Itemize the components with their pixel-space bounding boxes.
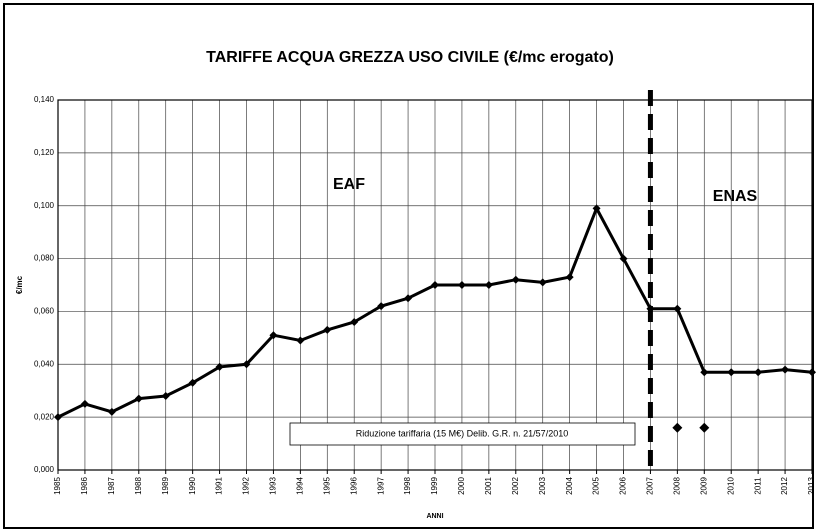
x-tick-label: 1987: [107, 477, 116, 495]
data-point: [404, 294, 413, 303]
frame: [3, 3, 814, 529]
data-point: [699, 422, 710, 433]
data-point: [754, 368, 763, 377]
x-tick-label: 1997: [376, 477, 385, 495]
data-point: [80, 399, 89, 408]
data-point: [673, 304, 682, 313]
chart-title: TARIFFE ACQUA GREZZA USO CIVILE (€/mc er…: [206, 49, 614, 66]
data-point: [350, 318, 359, 326]
data-point: [457, 281, 466, 289]
y-tick-label: 0,120: [34, 148, 55, 157]
x-tick-label: 1995: [322, 477, 331, 495]
data-point: [134, 394, 143, 403]
x-tick-label: 2005: [592, 477, 601, 495]
x-axis-label: ANNI: [426, 513, 443, 520]
x-tick-label: 2012: [780, 477, 789, 495]
annotation: Riduzione tariffaria (15 M€) Delib. G.R.…: [356, 428, 568, 438]
x-tick-label: 1998: [403, 477, 412, 495]
x-tick-label: 2009: [699, 477, 708, 495]
x-tick-label: 2004: [565, 477, 574, 495]
x-tick-label: 2007: [646, 477, 655, 495]
data-point: [592, 204, 601, 213]
data-point: [646, 304, 655, 313]
y-tick-label: 0,080: [34, 254, 55, 263]
annotation: EAF: [333, 176, 365, 193]
data-point: [484, 281, 493, 289]
data-point: [269, 331, 278, 340]
data-point: [431, 281, 439, 289]
x-tick-label: 1986: [80, 477, 89, 495]
x-tick-label: 1996: [349, 477, 358, 495]
data-point: [242, 360, 251, 369]
data-point: [727, 368, 736, 377]
data-point: [538, 278, 547, 287]
data-point: [511, 275, 520, 284]
data-point: [700, 368, 709, 377]
x-tick-label: 2008: [672, 477, 681, 495]
x-tick-label: 1992: [242, 477, 251, 495]
x-tick-label: 1999: [430, 477, 439, 495]
data-point: [672, 422, 683, 433]
y-tick-label: 0,060: [34, 307, 55, 316]
y-tick-label: 0,000: [34, 465, 55, 474]
data-point: [161, 392, 170, 400]
data-point: [188, 378, 197, 387]
x-tick-label: 2010: [726, 477, 735, 495]
x-tick-label: 1988: [134, 477, 143, 495]
y-tick-label: 0,100: [34, 201, 55, 210]
data-point: [377, 302, 386, 311]
x-tick-label: 2011: [753, 477, 762, 495]
annotation-box: [289, 422, 636, 446]
x-tick-label: 1990: [188, 477, 197, 495]
data-point: [54, 413, 62, 422]
y-tick-label: 0,020: [34, 412, 55, 421]
x-tick-label: 1985: [53, 477, 62, 495]
x-tick-label: 2002: [511, 477, 520, 495]
x-tick-label: 1994: [295, 477, 304, 495]
data-point: [808, 368, 816, 377]
x-tick-label: 2003: [538, 477, 547, 495]
x-tick-label: 2013: [807, 477, 816, 495]
annotation: ENAS: [713, 188, 758, 205]
x-tick-label: 2000: [457, 477, 466, 495]
x-tick-label: 1991: [215, 477, 224, 495]
data-point: [619, 254, 628, 263]
data-point: [296, 336, 305, 345]
x-tick-label: 2006: [619, 477, 628, 495]
x-tick-label: 1993: [269, 477, 278, 495]
data-point: [565, 273, 574, 282]
x-tick-label: 1989: [161, 477, 170, 495]
y-tick-label: 0,140: [34, 95, 55, 104]
data-point: [215, 362, 224, 371]
data-point: [781, 365, 790, 374]
data-point: [107, 407, 116, 416]
x-tick-label: 2001: [484, 477, 493, 495]
y-axis-label: €/mc: [15, 275, 24, 294]
data-point: [323, 325, 332, 334]
y-tick-label: 0,040: [34, 359, 55, 368]
